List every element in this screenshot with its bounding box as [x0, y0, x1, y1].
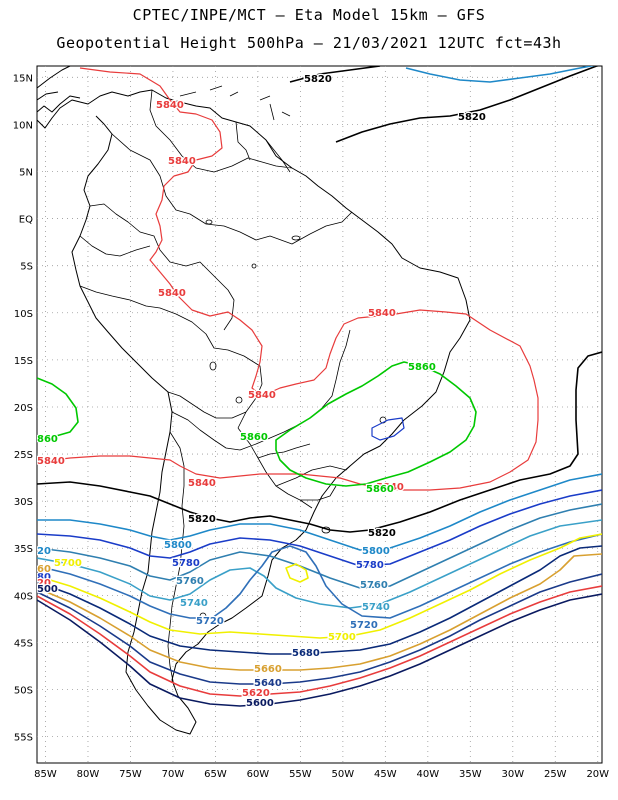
contour-labels: 5820 5820 5840 5840 5840 5840 5840 5840 …: [37, 73, 487, 711]
latitude-label: 40S: [14, 591, 33, 602]
latitude-label: 10S: [14, 309, 33, 320]
contour-label: 5800: [164, 540, 192, 551]
longitude-label: 85W: [34, 769, 57, 780]
contour-label: 5660: [254, 664, 282, 675]
contour-label: 5760: [360, 580, 388, 591]
longitude-label: 25W: [544, 769, 567, 780]
contour-label: 5840: [248, 390, 276, 401]
contour-5820-north: [289, 66, 599, 143]
contour-5780-closed: [371, 417, 405, 441]
contour-label: 5800: [362, 546, 390, 557]
south-america-coastline: [37, 66, 471, 735]
map-subtitle: Geopotential Height 500hPa — 21/03/2021 …: [56, 34, 562, 52]
contour-label: 80: [37, 572, 51, 583]
contour-label: 60: [37, 564, 51, 575]
contour-label: 5840: [376, 482, 404, 493]
contour-label: 5760: [176, 576, 204, 587]
longitude-labels: 85W 80W 75W 70W 65W 60W 55W 50W 45W 40W 35W 30W 25W 2…: [34, 769, 609, 780]
contour-label: 5780: [356, 560, 384, 571]
contour-5620: [37, 585, 602, 697]
contour-label: 5820: [368, 528, 396, 539]
latitude-label: 45S: [14, 638, 33, 649]
contour-label: 5860: [408, 362, 436, 373]
longitude-label: 65W: [204, 769, 227, 780]
contour-label: 5600: [246, 698, 274, 709]
contour-5720: [37, 533, 602, 619]
latitude-label: 20S: [14, 403, 33, 414]
contour-5780: [37, 489, 602, 567]
contour-5800-south: [37, 473, 602, 551]
latitude-label: 15N: [13, 73, 33, 84]
contour-5740: [37, 519, 602, 609]
latitude-label: 25S: [14, 450, 33, 461]
geopotential-contours: [37, 66, 602, 707]
contour-label: 5680: [292, 648, 320, 659]
contour-label: 5820: [188, 514, 216, 525]
latitude-label: 50S: [14, 686, 33, 697]
contour-5820-south: [37, 351, 602, 533]
contour-label: 5740: [180, 598, 208, 609]
contour-label: 5840: [37, 456, 65, 467]
contour-5800-north: [405, 66, 596, 83]
longitude-label: 20W: [586, 769, 609, 780]
latitude-label: 55S: [14, 733, 33, 744]
latitude-label: EQ: [19, 215, 33, 226]
contour-label: 5840: [188, 478, 216, 489]
longitude-label: 40W: [417, 769, 440, 780]
latitude-label: 30S: [14, 497, 33, 508]
latitude-label: 35S: [14, 544, 33, 555]
longitude-label: 35W: [459, 769, 482, 780]
contour-5600: [37, 593, 602, 707]
longitude-label: 70W: [162, 769, 185, 780]
longitude-label: 75W: [119, 769, 142, 780]
contour-5640: [37, 573, 602, 685]
contour-label: 5740: [362, 602, 390, 613]
latitude-label: 10N: [13, 120, 33, 131]
longitude-label: 50W: [332, 769, 355, 780]
contour-label: 5840: [368, 308, 396, 319]
contour-label: 5860: [366, 484, 394, 495]
contour-label: 20: [37, 546, 51, 557]
latitude-labels: 15N 10N 5N EQ 5S 10S 15S 20S 25S 30S 35S 40S 45S 50S 5…: [13, 73, 33, 743]
country-borders: [79, 89, 353, 687]
longitude-label: 80W: [77, 769, 100, 780]
contour-label: 5640: [254, 678, 282, 689]
latitude-label: 5S: [20, 262, 33, 273]
contour-label: 5860: [240, 432, 268, 443]
latitude-label: 5N: [19, 167, 33, 178]
longitude-label: 55W: [289, 769, 312, 780]
longitude-label: 45W: [374, 769, 397, 780]
contour-5700: [37, 533, 602, 639]
longitude-label: 30W: [501, 769, 524, 780]
map-title: CPTEC/INPE/MCT — Eta Model 15km — GFS: [132, 6, 486, 24]
contour-label: 5720: [350, 620, 378, 631]
contour-5680: [37, 545, 602, 655]
contour-label: 5620: [242, 688, 270, 699]
contour-5860-west: [37, 377, 79, 439]
contour-label: 5720: [196, 616, 224, 627]
latitude-label: 15S: [14, 356, 33, 367]
contour-label: 500: [37, 584, 58, 595]
contour-label: 5820: [458, 112, 486, 123]
contour-label: 860: [37, 434, 58, 445]
contour-5840-north: [37, 67, 539, 491]
contour-label: 5700: [328, 632, 356, 643]
central-america-coastline: [37, 91, 81, 113]
contour-5700-closed: [285, 563, 309, 583]
contour-label: 5840: [156, 100, 184, 111]
contour-label: 5780: [172, 558, 200, 569]
contour-label: 20: [37, 578, 51, 589]
caribbean-islands: [179, 85, 291, 121]
contour-5660: [37, 553, 602, 671]
contour-5860-main: [275, 361, 477, 487]
contour-label: 5840: [158, 288, 186, 299]
contour-label: 5820: [304, 74, 332, 85]
longitude-label: 60W: [247, 769, 270, 780]
contour-label: 5840: [168, 156, 196, 167]
contour-label: 5700: [54, 558, 82, 569]
